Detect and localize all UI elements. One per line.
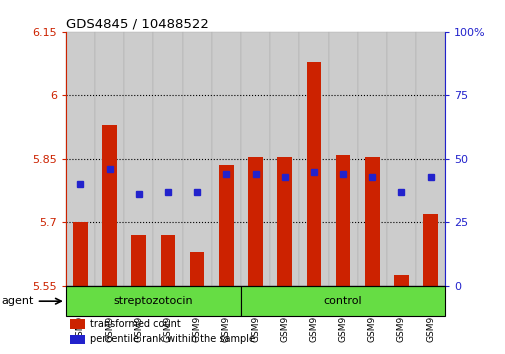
Text: control: control — [323, 296, 362, 306]
Bar — [277, 157, 291, 286]
Bar — [219, 165, 233, 286]
Bar — [248, 157, 262, 286]
Bar — [161, 235, 175, 286]
Text: percentile rank within the sample: percentile rank within the sample — [90, 334, 255, 344]
Bar — [73, 222, 87, 286]
Bar — [211, 32, 240, 286]
Bar — [270, 32, 299, 286]
Bar — [240, 32, 270, 286]
Bar — [66, 32, 95, 286]
Bar — [182, 32, 211, 286]
Bar — [153, 32, 182, 286]
Bar — [240, 286, 444, 316]
Text: streptozotocin: streptozotocin — [113, 296, 193, 306]
Bar — [415, 32, 444, 286]
Bar — [95, 32, 124, 286]
Bar — [393, 275, 408, 286]
Bar — [335, 155, 350, 286]
Bar — [70, 319, 85, 329]
Bar — [364, 157, 379, 286]
Bar — [357, 32, 386, 286]
Bar — [70, 335, 85, 344]
Bar — [102, 125, 117, 286]
Bar — [66, 286, 240, 316]
Bar — [124, 32, 153, 286]
Text: GDS4845 / 10488522: GDS4845 / 10488522 — [66, 18, 208, 31]
Bar — [423, 214, 437, 286]
Bar — [189, 252, 204, 286]
Bar — [328, 32, 357, 286]
Bar — [386, 32, 415, 286]
Text: transformed count: transformed count — [90, 319, 181, 329]
Bar — [306, 62, 321, 286]
Bar — [299, 32, 328, 286]
Bar — [131, 235, 146, 286]
Text: agent: agent — [2, 296, 34, 306]
